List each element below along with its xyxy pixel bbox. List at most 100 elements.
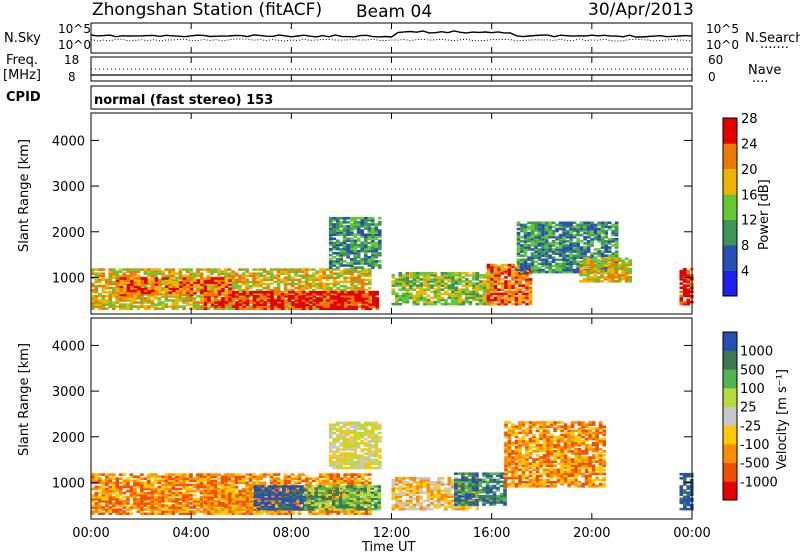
heatmap-cell <box>280 290 284 294</box>
heatmap-cell <box>346 221 350 224</box>
heatmap-cell <box>207 493 211 497</box>
heatmap-cell <box>579 225 584 229</box>
heatmap-cell <box>210 475 214 478</box>
heatmap-cell <box>154 506 158 509</box>
heatmap-cell <box>590 256 594 259</box>
heatmap-cell <box>94 504 99 507</box>
heatmap-cell <box>339 495 344 499</box>
heatmap-cell <box>360 262 364 265</box>
heatmap-cell <box>133 289 138 293</box>
heatmap-cell <box>228 504 232 507</box>
heatmap-cell <box>364 510 369 513</box>
heatmap-cell <box>589 280 594 283</box>
heatmap-cell <box>143 268 148 271</box>
heatmap-cell <box>129 268 134 271</box>
heatmap-cell <box>325 284 330 288</box>
heatmap-cell <box>112 508 116 511</box>
heatmap-cell <box>276 282 281 286</box>
heatmap-cell <box>192 297 197 300</box>
heatmap-cell <box>266 305 271 308</box>
heatmap-cell <box>185 301 190 304</box>
heatmap-cell <box>516 237 521 241</box>
heatmap-cell <box>259 303 264 306</box>
heatmap-cell <box>333 290 337 294</box>
heatmap-cell <box>579 252 584 255</box>
heatmap-cell <box>228 297 232 300</box>
heatmap-cell <box>186 277 190 280</box>
heatmap-cell <box>343 491 347 495</box>
heatmap-cell <box>136 307 141 310</box>
heatmap-cell <box>444 302 448 306</box>
heatmap-cell <box>171 487 176 491</box>
heatmap-cell <box>583 225 587 229</box>
heatmap-cell <box>94 305 99 308</box>
heatmap-cell <box>164 295 169 298</box>
heatmap-cell <box>426 274 431 277</box>
heatmap-cell <box>611 231 615 235</box>
heatmap-cell <box>210 477 214 480</box>
heatmap-cell <box>523 254 528 257</box>
heatmap-cell <box>336 512 340 515</box>
heatmap-cell <box>133 502 137 505</box>
heatmap-cell <box>329 473 333 476</box>
nsky-tick-top: 10^5 <box>58 22 91 36</box>
heatmap-cell <box>308 481 312 485</box>
heatmap-cell <box>349 251 354 255</box>
heatmap-cell <box>119 303 123 306</box>
heatmap-cell <box>186 285 190 288</box>
heatmap-cell <box>280 510 285 513</box>
heatmap-cell <box>305 301 309 304</box>
heatmap-cell <box>147 297 151 300</box>
heatmap-cell <box>224 291 229 295</box>
heatmap-cell <box>329 303 334 306</box>
heatmap-cell <box>378 221 382 224</box>
heatmap-cell <box>185 489 190 493</box>
heatmap-cell <box>610 273 615 277</box>
heatmap-cell <box>541 237 545 241</box>
heatmap-cell <box>196 500 200 503</box>
heatmap-cell <box>319 299 323 302</box>
heatmap-cell <box>238 295 242 298</box>
heatmap-cell <box>119 268 123 271</box>
heatmap-cell <box>346 216 350 220</box>
heatmap-cell <box>686 292 691 296</box>
heatmap-cell <box>252 299 257 302</box>
heatmap-cell <box>343 288 347 292</box>
heatmap-cell <box>101 288 106 292</box>
heatmap-cell <box>343 512 347 515</box>
heatmap-cell <box>238 506 243 509</box>
heatmap-cell <box>378 241 382 245</box>
heatmap-cell <box>586 246 591 249</box>
heatmap-cell <box>329 483 333 487</box>
heatmap-cell <box>305 295 309 298</box>
heatmap-cell <box>437 286 441 289</box>
heatmap-cell <box>530 268 535 272</box>
heatmap-cell <box>582 263 587 267</box>
heatmap-cell <box>220 475 225 478</box>
heatmap-cell <box>486 274 490 277</box>
heatmap-cell <box>356 243 361 247</box>
heatmap-cell <box>569 225 573 229</box>
heatmap-cell <box>294 500 298 503</box>
heatmap-cell <box>294 286 298 290</box>
heatmap-cell <box>206 483 211 487</box>
heatmap-cell <box>136 477 141 480</box>
heatmap-cell <box>537 227 542 231</box>
heatmap-cell <box>136 485 141 489</box>
heatmap-cell <box>105 477 109 480</box>
heatmap-cell <box>528 269 533 273</box>
heatmap-cell <box>214 293 218 297</box>
heatmap-cell <box>126 299 130 302</box>
heatmap-cell <box>507 274 512 277</box>
heatmap-cell <box>270 307 274 310</box>
heatmap-cell <box>617 273 622 277</box>
heatmap-cell <box>318 278 323 282</box>
heatmap-cell <box>217 303 222 306</box>
heatmap-cell <box>551 268 556 272</box>
heatmap-cell <box>350 305 355 308</box>
heatmap-cell <box>683 290 687 294</box>
heatmap-cell <box>346 231 350 234</box>
heatmap-cell <box>527 246 531 249</box>
heatmap-cell <box>189 278 193 282</box>
heatmap-cell <box>520 262 524 266</box>
